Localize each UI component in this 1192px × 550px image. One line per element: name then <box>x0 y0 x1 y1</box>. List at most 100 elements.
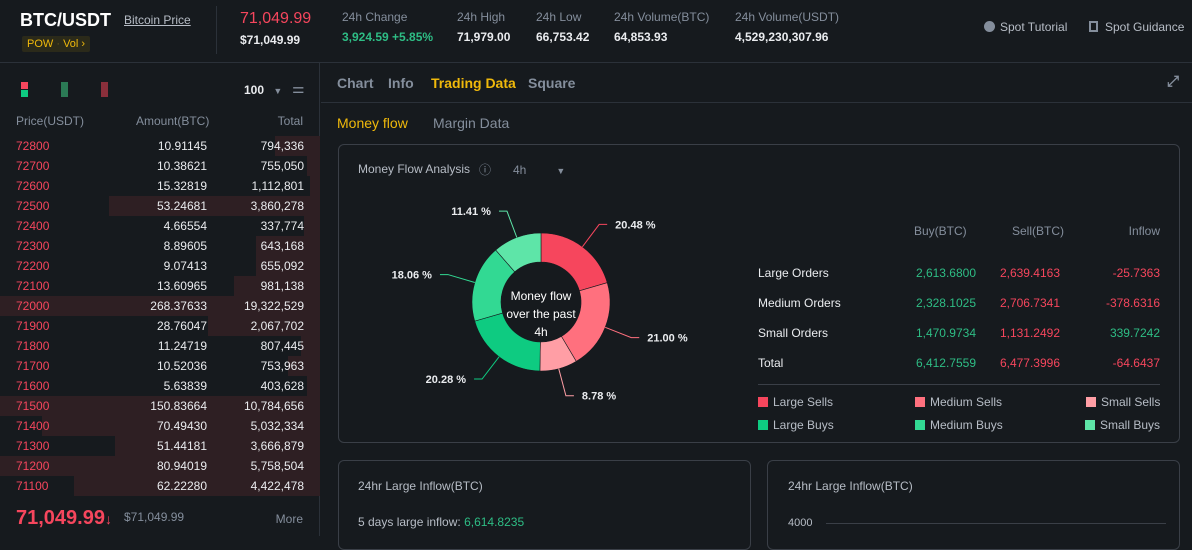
orderbook-row[interactable]: 72800 10.91145 794,336 <box>0 136 320 156</box>
orderbook-row[interactable]: 71400 70.49430 5,032,334 <box>0 416 320 436</box>
tab-square[interactable]: Square <box>528 75 576 91</box>
row-price: 71800 <box>16 339 50 353</box>
layout-both-icon[interactable] <box>21 82 28 97</box>
orderbook-row[interactable]: 72200 9.07413 655,092 <box>0 256 320 276</box>
orderbook-row[interactable]: 71200 80.94019 5,758,504 <box>0 456 320 476</box>
legend-item[interactable]: Large Sells <box>758 395 833 409</box>
current-price-usd: $71,049.99 <box>124 510 185 524</box>
spot-tutorial-link[interactable]: Spot Tutorial <box>984 20 1067 34</box>
row-price: 71400 <box>16 419 50 433</box>
stat-volume-usdt: 4,529,230,307.96 <box>735 30 829 44</box>
info-icon[interactable]: ⓘ <box>479 163 492 177</box>
ticker-header: BTC/USDT Bitcoin Price POW · Vol › 71,04… <box>0 0 1192 63</box>
spot-guidance-label: Spot Guidance <box>1105 20 1185 34</box>
legend-item[interactable]: Medium Sells <box>915 395 1002 409</box>
orderbook-row[interactable]: 71500 150.83664 10,784,656 <box>0 396 320 416</box>
donut-slice[interactable] <box>495 232 542 273</box>
row-total: 755,050 <box>260 159 304 173</box>
tab-trading-data[interactable]: Trading Data <box>431 75 516 91</box>
row-price: 71700 <box>16 359 50 373</box>
row-total: 5,032,334 <box>250 419 304 433</box>
depth-bar <box>73 476 320 496</box>
donut-slice[interactable] <box>540 232 608 292</box>
orderbook-row[interactable]: 72700 10.38621 755,050 <box>0 156 320 176</box>
row-amount: 268.37633 <box>150 299 207 313</box>
depth-bar <box>256 236 320 256</box>
chevron-down-icon: ▼ <box>273 86 283 96</box>
tab-info[interactable]: Info <box>388 75 414 91</box>
money-flow-row: Small Orders 1,470.9734 1,131.2492 339.7… <box>758 326 1160 342</box>
depth-bar <box>307 376 320 396</box>
pow-vol-tag[interactable]: POW · Vol › <box>22 36 91 52</box>
orderbook-row[interactable]: 72400 4.66554 337,774 <box>0 216 320 236</box>
orderbook-row[interactable]: 71700 10.52036 753,963 <box>0 356 320 376</box>
orderbook-row[interactable]: 71300 51.44181 3,666,879 <box>0 436 320 456</box>
col-header-buy: Buy(BTC) <box>914 224 967 238</box>
row-amount: 15.32819 <box>156 179 207 193</box>
orderbook-row[interactable]: 72300 8.89605 643,168 <box>0 236 320 256</box>
layout-buy-icon[interactable] <box>61 82 68 97</box>
row-total: 753,963 <box>260 359 304 373</box>
row-price: 72400 <box>16 219 50 233</box>
depth-bar <box>0 396 320 416</box>
order-book: 100 ▼ ⚌ Price(USDT) Amount(BTC) Total 72… <box>0 63 320 536</box>
row-price: 72100 <box>16 279 50 293</box>
row-total: 5,758,504 <box>250 459 304 473</box>
orderbook-row[interactable]: 72000 268.37633 19,322,529 <box>0 296 320 316</box>
stat-change: 3,924.59 +5.85% <box>342 30 434 44</box>
row-label: Large Orders <box>758 266 829 280</box>
period-select[interactable]: 4h ▼ <box>513 163 565 177</box>
orderbook-row[interactable]: 72600 15.32819 1,112,801 <box>0 176 320 196</box>
tab-chart[interactable]: Chart <box>337 75 374 91</box>
orderbook-row[interactable]: 71900 28.76047 2,067,702 <box>0 316 320 336</box>
row-buy: 2,613.6800 <box>915 266 976 280</box>
layout-sell-icon[interactable] <box>101 82 108 97</box>
book-icon <box>1089 21 1098 32</box>
more-link[interactable]: More <box>275 512 303 526</box>
orderbook-row[interactable]: 71800 11.24719 807,445 <box>0 336 320 356</box>
last-price: 71,049.99 <box>240 10 312 27</box>
subtab-money-flow[interactable]: Money flow <box>337 115 408 131</box>
spot-guidance-link[interactable]: Spot Guidance <box>1089 20 1184 34</box>
row-amount: 8.89605 <box>163 239 207 253</box>
leader-line <box>558 368 574 397</box>
row-price: 71600 <box>16 379 50 393</box>
legend-item[interactable]: Small Buys <box>1085 418 1160 432</box>
money-flow-donut-chart: 20.48 % 21.00 % 8.78 % 20.28 % 18.06 % 11.41 … <box>392 206 688 403</box>
legend-item[interactable]: Medium Buys <box>915 418 1003 432</box>
legend-item[interactable]: Small Sells <box>1086 395 1160 409</box>
orderbook-row[interactable]: 71100 62.22280 4,422,478 <box>0 476 320 496</box>
legend-swatch <box>1085 420 1095 430</box>
legend-swatch <box>915 397 925 407</box>
row-price: 72600 <box>16 179 50 193</box>
col-header-total: Total <box>277 114 303 128</box>
stat-label: 24h Volume(BTC) <box>614 10 710 24</box>
orderbook-row[interactable]: 72500 53.24681 3,860,278 <box>0 196 320 216</box>
row-amount: 4.66554 <box>163 219 207 233</box>
last-price-usd: $71,049.99 <box>240 33 301 47</box>
row-buy: 2,328.1025 <box>915 296 976 310</box>
row-sell: 2,639.4163 <box>999 266 1060 280</box>
subtab-margin-data[interactable]: Margin Data <box>433 115 510 131</box>
bitcoin-price-link[interactable]: Bitcoin Price <box>124 13 191 27</box>
current-price: 71,049.99↓ <box>16 507 112 529</box>
row-amount: 10.52036 <box>156 359 207 373</box>
row-total: 3,860,278 <box>250 199 304 213</box>
row-sell: 6,477.3996 <box>999 356 1060 370</box>
legend-swatch <box>758 420 768 430</box>
precision-select[interactable]: 100 ▼ <box>244 83 282 97</box>
five-days-value: 6,614.8235 <box>464 515 525 529</box>
row-total: 981,138 <box>260 279 304 293</box>
period-value: 4h <box>513 163 527 177</box>
orderbook-row[interactable]: 71600 5.63839 403,628 <box>0 376 320 396</box>
row-total: 807,445 <box>260 339 304 353</box>
center-line: Money flow <box>510 289 572 303</box>
legend-item[interactable]: Large Buys <box>758 418 834 432</box>
expand-icon[interactable]: ⤢ <box>1167 73 1180 90</box>
row-sell: 1,131.2492 <box>999 326 1060 340</box>
row-total: 655,092 <box>260 259 304 273</box>
row-inflow: -25.7363 <box>1112 266 1160 280</box>
pair-title: BTC/USDT <box>20 10 111 30</box>
settings-sliders-icon[interactable]: ⚌ <box>292 80 305 96</box>
orderbook-row[interactable]: 72100 13.60965 981,138 <box>0 276 320 296</box>
